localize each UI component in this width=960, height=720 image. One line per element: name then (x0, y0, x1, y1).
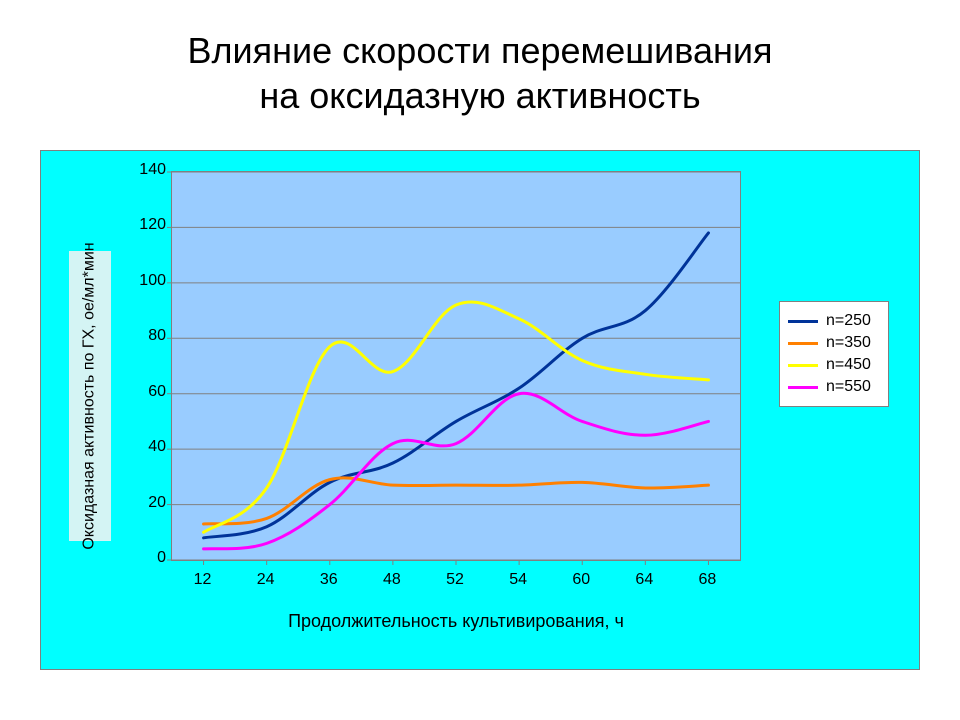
legend-item: n=450 (788, 356, 880, 374)
x-tick-label: 36 (309, 571, 349, 589)
legend-swatch (788, 386, 818, 389)
x-tick-label: 12 (183, 571, 223, 589)
x-tick-label: 24 (246, 571, 286, 589)
legend-item: n=250 (788, 312, 880, 330)
legend-label: n=350 (826, 334, 871, 352)
title-line-2: на оксидазную активность (259, 75, 700, 116)
legend-item: n=350 (788, 334, 880, 352)
y-tick-label: 40 (126, 438, 166, 456)
x-tick-label: 52 (435, 571, 475, 589)
y-tick-label: 20 (126, 494, 166, 512)
legend-label: n=250 (826, 312, 871, 330)
y-tick-label: 120 (126, 216, 166, 234)
plot-area (171, 171, 741, 561)
y-axis-label-box: Оксидазная активность по ГХ, ое/мл*мин (69, 251, 111, 541)
y-tick-label: 80 (126, 327, 166, 345)
x-tick-label: 54 (498, 571, 538, 589)
slide-title: Влияние скорости перемешивания на оксида… (0, 28, 960, 118)
chart-svg (172, 172, 740, 560)
legend-label: n=550 (826, 378, 871, 396)
x-tick-label: 48 (372, 571, 412, 589)
legend-label: n=450 (826, 356, 871, 374)
legend-swatch (788, 320, 818, 323)
series-line (204, 302, 709, 532)
series-line (204, 393, 709, 549)
x-axis-label: Продолжительность культивирования, ч (171, 611, 741, 632)
slide: Влияние скорости перемешивания на оксида… (0, 0, 960, 720)
series-line (204, 233, 709, 538)
x-tick-label: 60 (561, 571, 601, 589)
y-axis-label: Оксидазная активность по ГХ, ое/мл*мин (81, 242, 99, 549)
series-line (204, 478, 709, 524)
chart-container: Оксидазная активность по ГХ, ое/мл*мин 0… (40, 150, 920, 670)
legend: n=250 n=350 n=450 n=550 (779, 301, 889, 407)
legend-swatch (788, 364, 818, 367)
x-tick-label: 68 (687, 571, 727, 589)
y-tick-label: 100 (126, 272, 166, 290)
legend-swatch (788, 342, 818, 345)
y-tick-label: 60 (126, 383, 166, 401)
y-tick-label: 0 (126, 549, 166, 567)
title-line-1: Влияние скорости перемешивания (188, 30, 773, 71)
legend-item: n=550 (788, 378, 880, 396)
x-tick-label: 64 (624, 571, 664, 589)
y-tick-label: 140 (126, 161, 166, 179)
